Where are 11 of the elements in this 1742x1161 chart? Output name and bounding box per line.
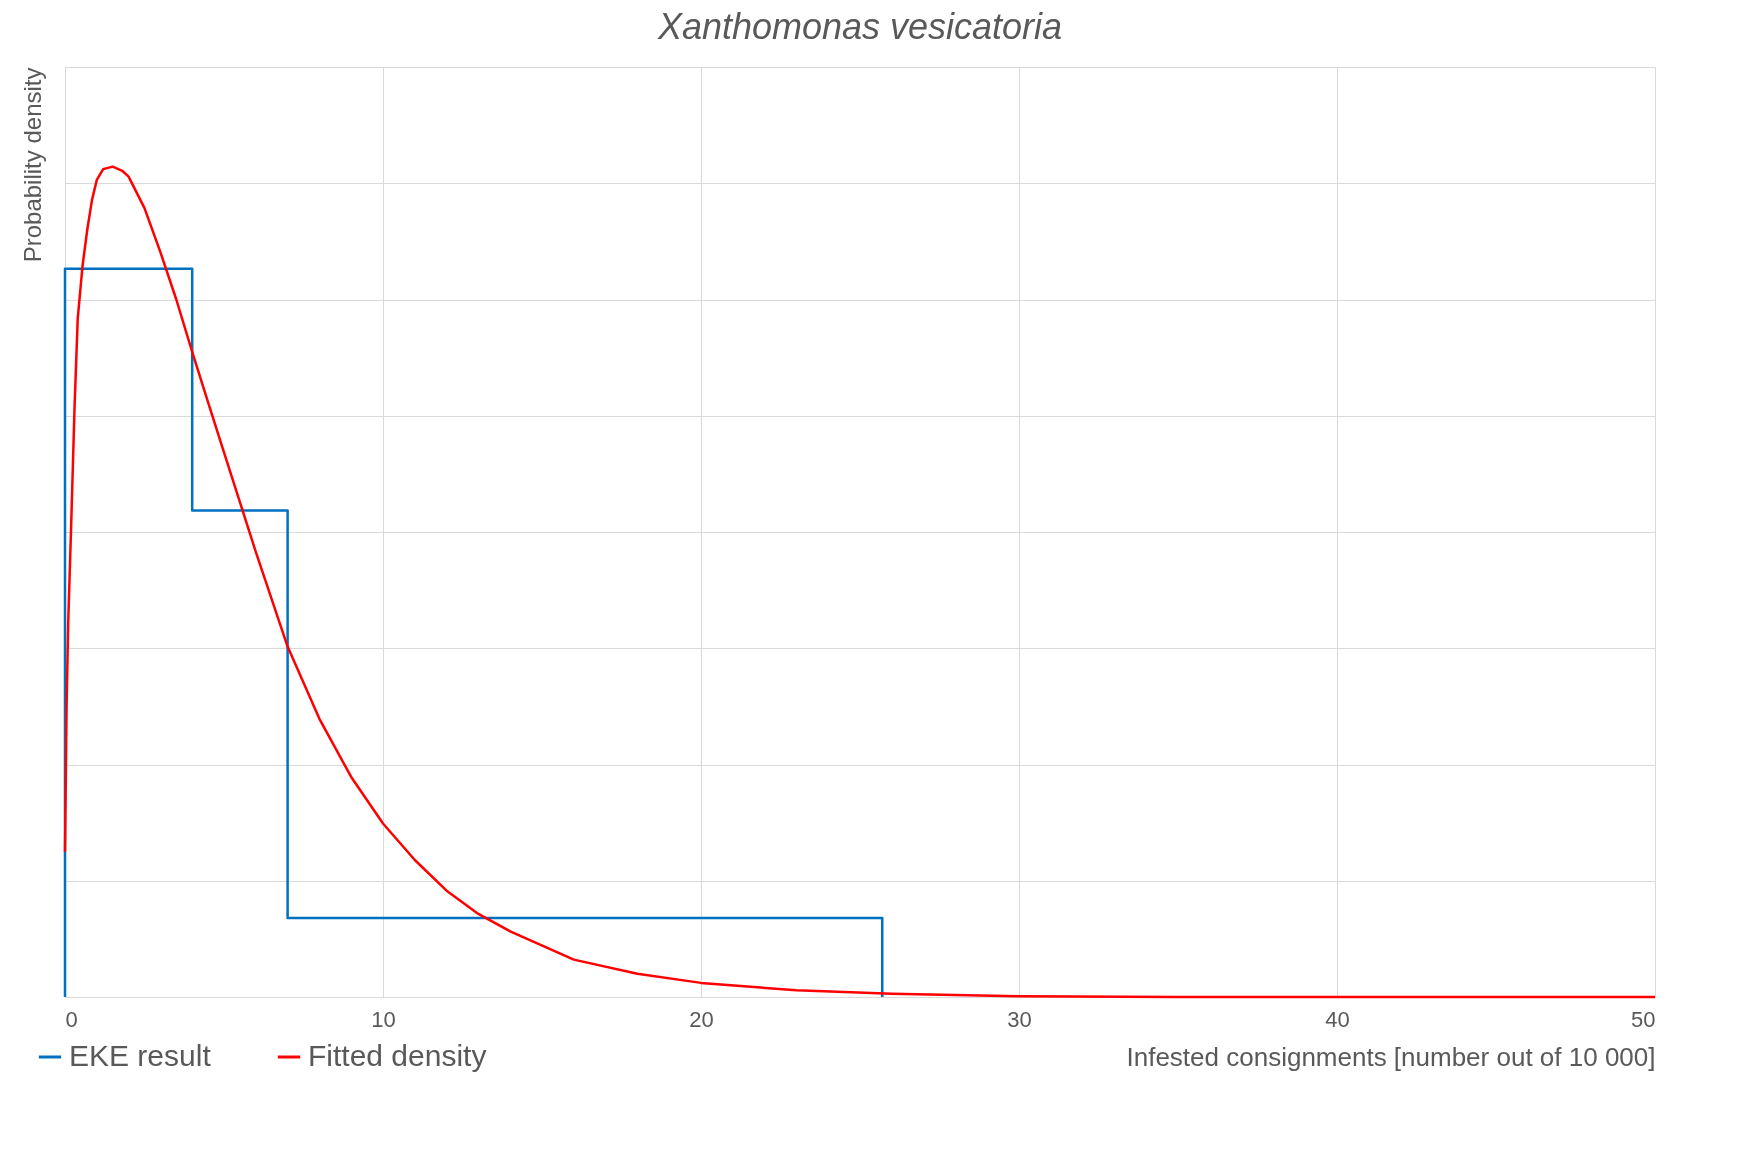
x-tick-label: 10 — [371, 1006, 396, 1032]
x-tick-label: 50 — [1631, 1006, 1656, 1032]
x-tick-label: 30 — [1007, 1006, 1032, 1032]
x-tick-label: 0 — [65, 1006, 78, 1032]
x-tick-label: 20 — [689, 1006, 714, 1032]
y-axis-title: Probability density — [18, 67, 46, 263]
legend-label: EKE result — [69, 1039, 212, 1072]
chart-title: Xanthomonas vesicatoria — [656, 6, 1063, 47]
x-tick-label: 40 — [1325, 1006, 1350, 1032]
x-axis-title: Infested consignments [number out of 10 000] — [1126, 1041, 1656, 1072]
legend-label: Fitted density — [308, 1039, 487, 1072]
